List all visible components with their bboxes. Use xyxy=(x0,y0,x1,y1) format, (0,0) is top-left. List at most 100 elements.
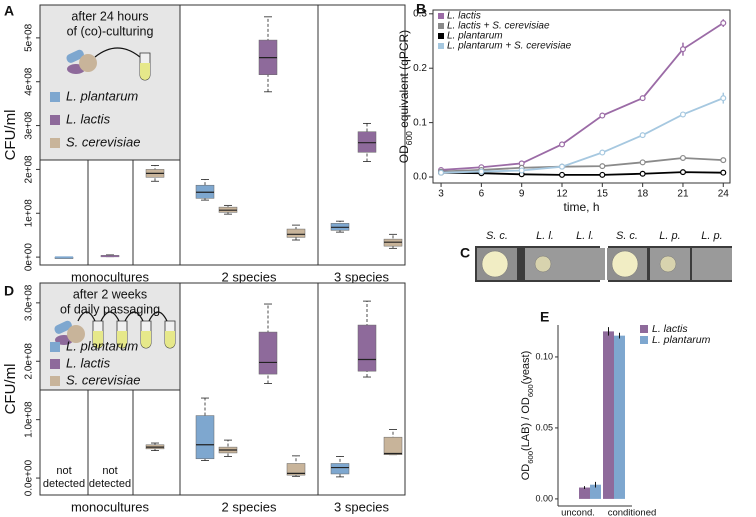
colony xyxy=(611,250,639,278)
axis-title-part: equivalent (qPCR) xyxy=(397,30,411,131)
box xyxy=(383,436,403,455)
icon-arrow xyxy=(77,311,96,322)
group-label: 2 species xyxy=(222,269,277,284)
point xyxy=(518,167,525,174)
bar xyxy=(603,331,614,499)
y-tick-label: 0.3 xyxy=(413,8,427,19)
x-tick-label: 9 xyxy=(519,189,525,200)
group-label: 3 species xyxy=(334,499,389,514)
colony xyxy=(534,255,552,273)
point xyxy=(720,95,727,102)
plate-label: L. p. xyxy=(701,230,722,242)
box xyxy=(286,228,306,238)
inset-title: after 2 weeks xyxy=(73,287,147,301)
y-tick-label: 2.0e+08 xyxy=(24,343,35,380)
inset-box xyxy=(39,4,181,161)
box xyxy=(330,463,350,475)
icon-medium xyxy=(117,331,127,348)
bar xyxy=(579,487,590,499)
legend-swatch xyxy=(50,342,60,352)
plate-label: L. p. xyxy=(659,230,680,242)
legend-swatch xyxy=(438,13,444,19)
point xyxy=(559,141,566,148)
axis-title-part: (yeast) xyxy=(520,351,532,385)
series-line xyxy=(441,171,724,176)
panel-letter: B xyxy=(416,1,426,17)
point xyxy=(639,95,646,102)
axis-title-part: 600 xyxy=(526,384,535,397)
y-tick-label: 0.1 xyxy=(413,117,427,128)
icon-medium xyxy=(141,331,151,348)
icon-arrow xyxy=(100,311,120,322)
y-tick-label: 3e+08 xyxy=(24,111,35,140)
plate-label: L. l. xyxy=(536,230,554,242)
axis-title-part: 600 xyxy=(404,131,414,145)
icon-arrow xyxy=(94,47,141,58)
legend-label: L. plantarum xyxy=(447,31,503,42)
x-axis-title: time, h xyxy=(563,200,599,214)
y-tick-label: 1e+08 xyxy=(24,199,35,228)
series-line xyxy=(441,157,724,173)
y-tick-label: 0.00 xyxy=(535,493,553,503)
y-tick-label: 0.05 xyxy=(535,422,553,432)
plate-label: S. c. xyxy=(486,230,508,242)
panel-letter: D xyxy=(4,283,14,299)
legend-label: L. lactis xyxy=(652,323,688,335)
legend-swatch xyxy=(640,325,648,333)
group-label: 3 species xyxy=(334,269,389,284)
x-tick-label: uncond. xyxy=(561,508,595,517)
icon-cell xyxy=(54,320,72,334)
point xyxy=(599,112,606,119)
box xyxy=(357,324,377,372)
series-line xyxy=(441,22,724,171)
legend-label: L. lactis xyxy=(66,355,111,370)
point xyxy=(599,149,606,156)
y-tick-label: 0e+00 xyxy=(24,243,35,272)
point xyxy=(438,169,445,176)
x-tick-label: 18 xyxy=(637,189,649,200)
annotation: not xyxy=(56,465,71,477)
x-tick-label: 3 xyxy=(438,189,444,200)
point xyxy=(720,169,727,176)
group-label: 2 species xyxy=(222,499,277,514)
axis-title-part: 600 xyxy=(526,451,535,464)
box xyxy=(195,415,215,460)
legend-label: L. plantarum xyxy=(66,338,138,353)
box xyxy=(357,131,377,153)
icon-medium xyxy=(93,331,103,348)
y-tick-label: 1.0e+08 xyxy=(24,401,35,438)
point xyxy=(679,169,686,176)
inset-title: of (co)-culturing xyxy=(67,24,154,38)
colony xyxy=(481,250,509,278)
point xyxy=(559,171,566,178)
box xyxy=(258,331,278,375)
icon-medium xyxy=(165,331,175,348)
box xyxy=(286,463,306,476)
inset-title: of daily passaging xyxy=(60,302,160,316)
point xyxy=(478,168,485,175)
annotation: not xyxy=(102,465,117,477)
legend-label: L. plantarum + S. cerevisiae xyxy=(447,41,572,52)
x-tick-label: 12 xyxy=(556,189,568,200)
legend-label: L. lactis xyxy=(447,11,481,22)
legend-label: S. cerevisiae xyxy=(66,372,140,387)
legend-swatch xyxy=(50,115,60,125)
point xyxy=(720,20,727,27)
point xyxy=(639,132,646,139)
x-tick-label: 24 xyxy=(718,189,730,200)
point xyxy=(639,159,646,166)
legend-label: S. cerevisiae xyxy=(66,134,140,149)
point xyxy=(639,170,646,177)
group-label: monocultures xyxy=(71,499,150,514)
panel-letter: A xyxy=(4,3,14,19)
y-tick-label: 0.2 xyxy=(413,63,427,74)
well xyxy=(692,248,732,280)
legend-swatch xyxy=(438,43,444,49)
legend-label: L. lactis xyxy=(66,111,111,126)
legend-swatch xyxy=(640,336,648,344)
y-axis-title: CFU/ml xyxy=(2,110,19,161)
x-tick-label: 15 xyxy=(597,189,609,200)
axis-title-part: OD xyxy=(520,464,532,481)
bar xyxy=(614,335,625,499)
